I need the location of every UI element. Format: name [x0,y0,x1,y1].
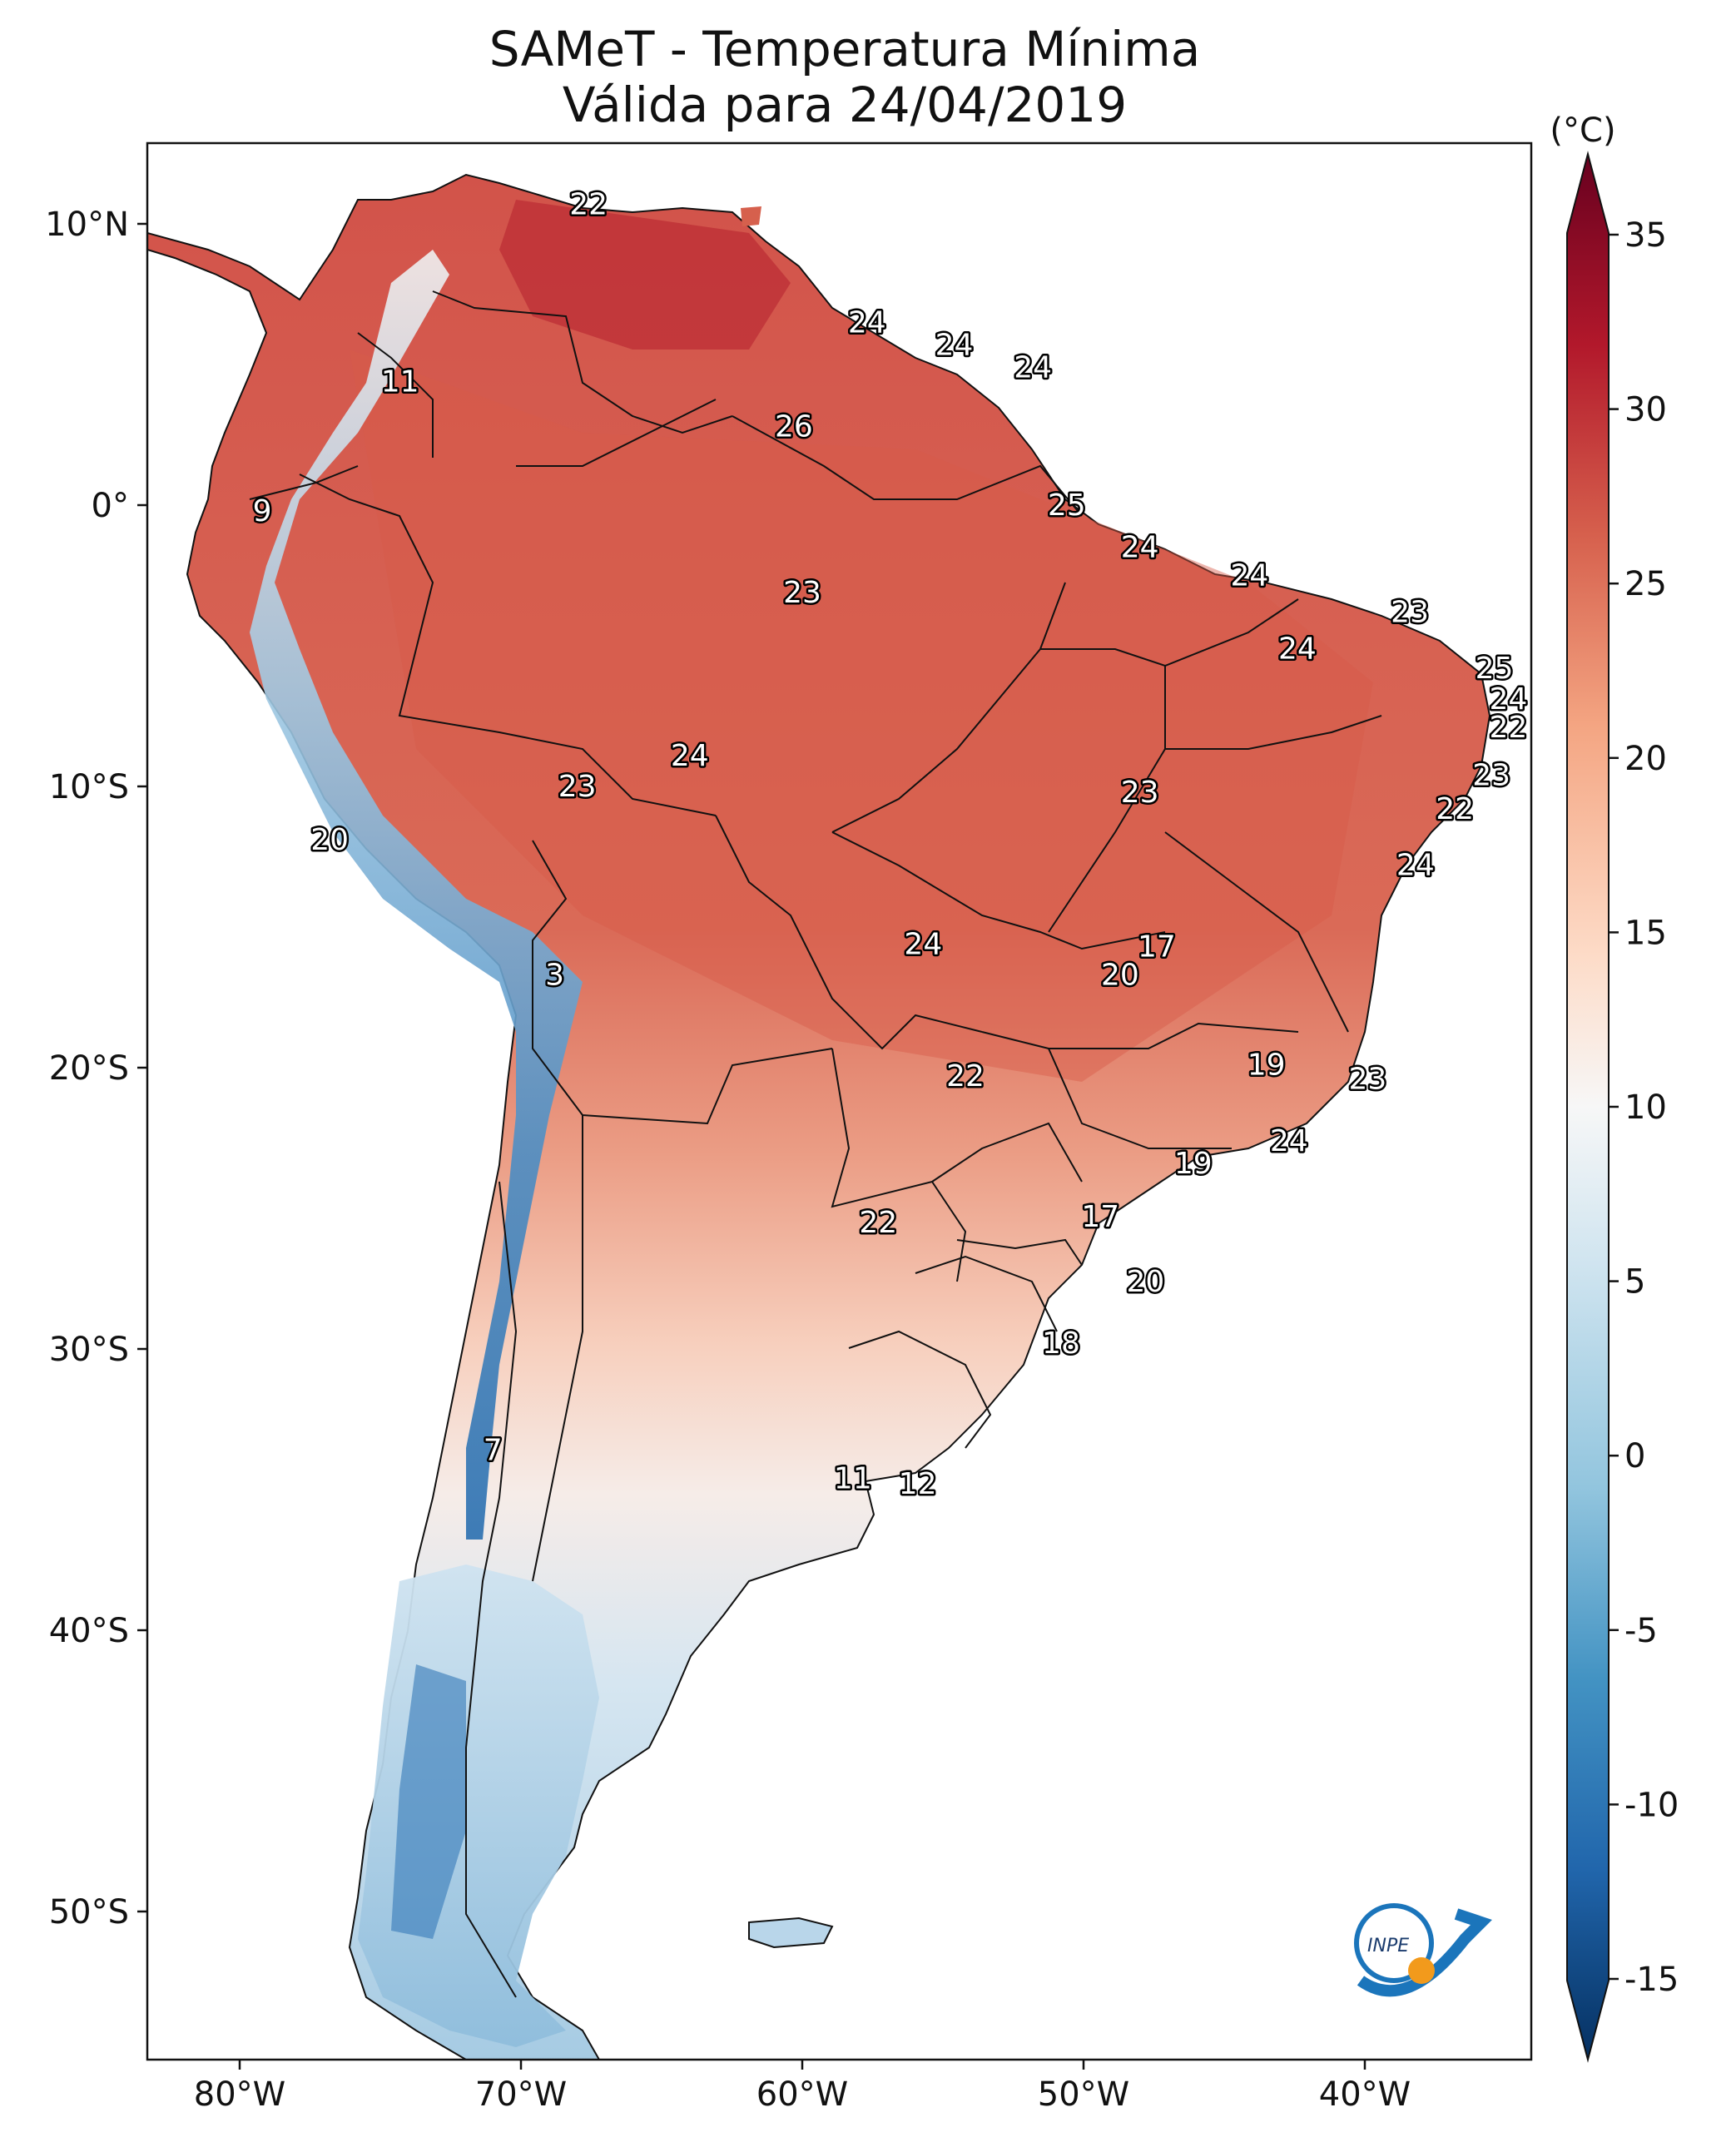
lat-tick-label: 10°S [49,768,129,806]
label-caribbean: 22 [569,187,608,221]
label-paraguay: 22 [859,1206,897,1240]
label-colombia: 11 [381,364,419,399]
label-rs: 18 [1042,1326,1080,1361]
longitude-ticks: 80°W 70°W 60°W 50°W 40°W [194,2060,1411,2114]
lat-tick-label: 0° [92,487,129,525]
label-acre-east: 24 [671,739,709,773]
svg-text:INPE: INPE [1367,1936,1409,1956]
colorbar-tick-label: -5 [1624,1612,1658,1650]
falkland-islands [748,1916,834,1949]
map-subtitle: Válida para 24/04/2019 [562,77,1128,133]
latitude-ticks: 10°N 0° 10°S 20°S 30°S 40°S 50°S [45,206,147,1931]
colorbar-tick-label: -10 [1624,1786,1679,1824]
label-amazonas: 23 [783,576,821,610]
colorbar-tick-label: 15 [1624,914,1667,952]
label-goias: 20 [1101,958,1139,992]
label-tocantins: 23 [1121,776,1159,810]
tropical-region [350,350,1373,1082]
colorbar-tick-label: 30 [1624,391,1667,429]
colorbar-unit: (°C) [1550,112,1615,150]
label-santa-catarina: 20 [1126,1265,1164,1299]
colorbar-ramp [1566,151,1610,2063]
colorbar-tick-label: -15 [1624,1961,1679,1999]
colorbar-tick-label: 5 [1624,1263,1645,1302]
label-brasilia: 17 [1138,930,1176,964]
label-chile: 7 [484,1434,503,1468]
label-bahia: 24 [1396,849,1435,883]
colorbar-tick-label: 25 [1624,565,1667,603]
label-amapa: 25 [1048,488,1086,523]
label-alagoas: 23 [1472,758,1510,792]
label-sergipe: 22 [1436,792,1474,826]
patagonia-andes [391,1664,466,1939]
colorbar-ticks: 35 30 25 20 15 10 5 0 -5 -10 -15 [1609,216,1679,1999]
label-piaui: 24 [1278,632,1317,666]
colorbar: (°C) 35 30 25 20 15 10 5 0 -5 -10 -15 [1550,112,1679,2063]
label-mato-grosso: 24 [904,927,942,961]
label-bolivia-andes: 3 [545,958,564,992]
label-buenos-aires: 11 [834,1461,872,1495]
label-venezuela-east: 24 [848,305,886,340]
lon-tick-label: 70°W [475,2075,567,2114]
colorbar-tick-label: 35 [1624,216,1667,255]
label-roraima: 26 [775,409,813,444]
label-minas: 19 [1247,1049,1286,1083]
label-montevideo: 12 [899,1467,937,1501]
lat-tick-label: 10°N [45,206,129,244]
label-ceara: 23 [1391,595,1429,629]
colorbar-tick-label: 10 [1624,1088,1667,1127]
colorbar-tick-label: 0 [1624,1437,1645,1475]
colorbar-tick-label: 20 [1624,740,1667,778]
map-border [146,141,1533,2061]
lon-tick-label: 50°W [1038,2075,1129,2114]
label-suriname: 24 [1014,350,1052,384]
label-pb: 24 [1489,682,1527,717]
label-para-north: 24 [1121,531,1159,565]
label-parana: 17 [1081,1200,1119,1234]
map-title: SAMeT - Temperatura Mínima [489,21,1201,77]
lat-tick-label: 40°S [49,1612,129,1650]
warm-core-region [499,200,791,350]
label-peru: 20 [310,823,349,857]
label-guyana: 24 [935,328,974,362]
caribbean-island [741,206,761,226]
political-borders [249,290,1382,1998]
label-acre: 23 [558,770,597,804]
label-ms: 22 [946,1059,985,1093]
label-espirito-santo: 23 [1348,1063,1386,1097]
lon-tick-label: 60°W [756,2075,848,2114]
inpe-logo: INPE [1354,1903,1492,1997]
lat-tick-label: 30°S [49,1331,129,1369]
label-rio: 24 [1270,1124,1308,1158]
label-rn: 25 [1476,652,1514,686]
lon-tick-label: 80°W [194,2075,285,2114]
andes-cold-band [250,250,583,1540]
lon-tick-label: 40°W [1319,2075,1411,2114]
lat-tick-label: 50°S [49,1893,129,1931]
lat-tick-label: 20°S [49,1049,129,1088]
label-ecuador: 9 [253,494,272,528]
label-sao-paulo: 19 [1174,1147,1213,1181]
label-pe: 22 [1489,711,1527,745]
label-maranhao: 24 [1231,559,1269,593]
